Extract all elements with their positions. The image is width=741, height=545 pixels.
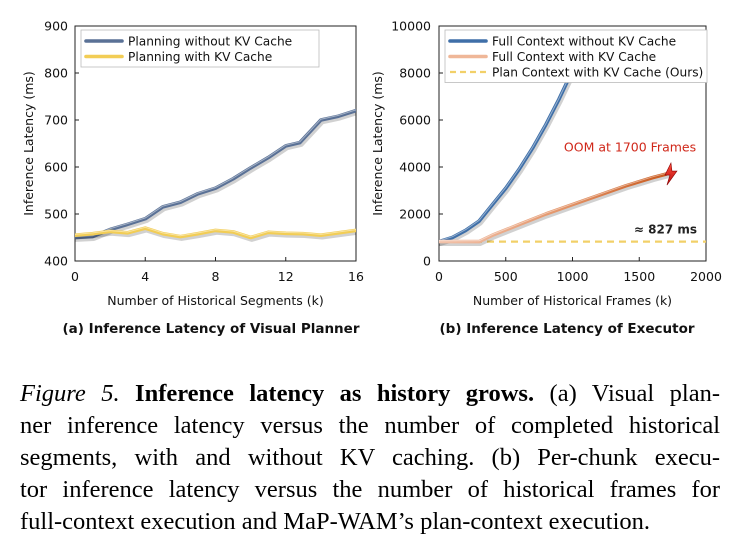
- series-line-planning-without-kv-cache-shadow: [75, 109, 356, 242]
- y-tick-label: 600: [44, 160, 68, 175]
- chart-panel-b: 0 500 1000 1500 2000 0 2000 4000 6000 8000 10000 Nu…: [370, 19, 722, 338]
- series-line-full-context-without-kv-cache-highlight: [439, 48, 581, 242]
- oom-flash-icon: [664, 162, 678, 186]
- caption-line-1-text: (a) Visual plan-: [549, 380, 721, 407]
- y-tick-label: 10000: [391, 19, 431, 34]
- series-line-planning-without-kv-cache-highlight: [75, 109, 356, 238]
- caption-line-3: segments, with and without KV caching. (…: [20, 444, 720, 471]
- y-tick-label: 4000: [399, 160, 431, 175]
- x-tick-label: 16: [348, 269, 364, 284]
- oom-annotation: OOM at 1700 Frames: [564, 140, 696, 155]
- caption-line-2: ner inference latency versus the number …: [20, 412, 720, 439]
- series-line-planning-with-kv-cache: [75, 226, 356, 240]
- y-tick-label: 2000: [399, 207, 431, 222]
- y-axis-label: Inference Latency (ms): [21, 71, 36, 216]
- y-tick-label: 900: [44, 19, 68, 34]
- x-axis-label: Number of Historical Frames (k): [473, 293, 672, 308]
- legend-box: [444, 29, 708, 83]
- x-tick-label: 500: [494, 269, 518, 284]
- legend-label: Full Context without KV Cache: [492, 35, 676, 49]
- figure-charts: 0 4 8 12 16 400 500 600 700 800 900 Number of Histo…: [21, 19, 722, 338]
- x-tick-label: 2000: [690, 269, 722, 284]
- y-tick-label: 0: [423, 254, 431, 269]
- y-tick-label: 500: [44, 207, 68, 222]
- legend-label: Plan Context with KV Cache (Ours): [492, 66, 703, 80]
- legend-label: Planning without KV Cache: [128, 35, 292, 49]
- y-tick-label: 400: [44, 254, 68, 269]
- series-line-full-context-without-kv-cache: [439, 47, 583, 244]
- chart-title: (a) Inference Latency of Visual Planner: [63, 321, 360, 337]
- series-group: [439, 47, 706, 246]
- y-axis-label: Inference Latency (ms): [370, 71, 385, 216]
- series-line-full-context-with-kv-cache: [439, 172, 668, 244]
- figure-caption: Figure 5. Inference latency as history g…: [20, 378, 720, 538]
- caption-line-4: tor inference latency versus the number …: [20, 476, 720, 503]
- y-tick-label: 800: [44, 66, 68, 81]
- series-line-planning-with-kv-cache-highlight: [75, 226, 356, 238]
- y-tick-label: 8000: [399, 66, 431, 81]
- caption-heading: Inference latency as history grows.: [135, 380, 535, 407]
- y-tick-label: 6000: [399, 113, 431, 128]
- y-tick-label: 700: [44, 113, 68, 128]
- x-axis-label: Number of Historical Segments (k): [107, 293, 323, 308]
- x-tick-label: 8: [212, 269, 220, 284]
- series-line-full-context-with-kv-cache-highlight: [439, 172, 667, 242]
- caption-line-5: full-context execution and MaP-WAM’s pla…: [20, 508, 651, 535]
- series-line-full-context-with-kv-cache-shadow: [439, 172, 670, 246]
- legend-label: Planning with KV Cache: [128, 50, 272, 64]
- x-tick-label: 1500: [623, 269, 655, 284]
- x-tick-label: 0: [435, 269, 443, 284]
- x-tick-label: 12: [278, 269, 294, 284]
- caption-figure-number: Figure 5.: [20, 380, 120, 407]
- chart-title: (b) Inference Latency of Executor: [439, 321, 694, 337]
- x-tick-label: 0: [71, 269, 79, 284]
- plan-latency-annotation: ≈ 827 ms: [634, 223, 697, 237]
- x-tick-label: 1000: [557, 269, 589, 284]
- legend-box: [80, 29, 320, 68]
- x-tick-label: 4: [141, 269, 149, 284]
- series-group: [75, 108, 356, 242]
- caption-line-1: Figure 5. Inference latency as history g…: [20, 378, 720, 410]
- chart-panel-a: 0 4 8 12 16 400 500 600 700 800 900 Number of Histo…: [21, 19, 364, 338]
- series-line-planning-without-kv-cache: [75, 108, 356, 240]
- legend-label: Full Context with KV Cache: [492, 50, 656, 64]
